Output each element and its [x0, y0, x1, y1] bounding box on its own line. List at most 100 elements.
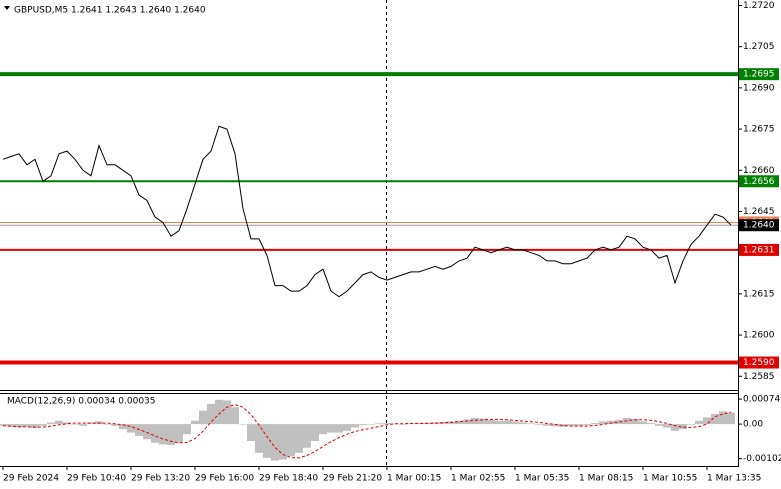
- macd-bar: [263, 424, 271, 458]
- x-tick-label: 29 Feb 21:20: [323, 474, 382, 484]
- macd-bar: [327, 424, 335, 433]
- macd-bar: [471, 418, 479, 425]
- x-tick-label: 1 Mar 13:35: [707, 474, 761, 484]
- macd-bar: [479, 418, 487, 425]
- x-tick-label: 1 Mar 05:35: [515, 474, 569, 484]
- signal-line: [2, 403, 732, 459]
- level-label-bg: [739, 175, 779, 188]
- macd-bar: [511, 421, 519, 425]
- macd-bar: [367, 424, 375, 425]
- macd-bar: [503, 420, 511, 425]
- level-label: 1.2656: [743, 177, 775, 187]
- macd-bar: [215, 399, 223, 425]
- y-tick-label: 1.2660: [743, 166, 775, 176]
- macd-title: MACD(12,26,9) 0.00034 0.00035: [7, 397, 156, 407]
- macd-bar: [399, 424, 407, 425]
- macd-bar: [647, 423, 655, 425]
- macd-bar: [359, 424, 367, 426]
- macd-bar: [639, 421, 647, 425]
- macd-bar: [199, 410, 207, 425]
- macd-bar: [159, 424, 167, 445]
- macd-bar: [31, 424, 39, 429]
- macd-bar: [559, 424, 567, 427]
- macd-bar: [295, 424, 303, 453]
- macd-bar: [431, 422, 439, 425]
- macd-bar: [591, 423, 599, 425]
- x-tick-label: 29 Feb 13:20: [131, 474, 190, 484]
- macd-bar: [119, 424, 127, 430]
- macd-bar: [655, 424, 663, 426]
- macd-bar: [79, 424, 87, 426]
- level-label: 1.2590: [743, 358, 775, 368]
- x-tick-label: 29 Feb 10:40: [67, 474, 126, 484]
- macd-bar: [231, 407, 239, 425]
- y-tick-label: 1.2675: [743, 125, 775, 135]
- x-tick-label: 29 Feb 18:40: [259, 474, 318, 484]
- macd-bar: [63, 422, 71, 425]
- macd-bar: [319, 424, 327, 435]
- macd-bar: [279, 424, 287, 460]
- macd-bar: [495, 420, 503, 425]
- price-line: [2, 125, 732, 298]
- macd-bar: [695, 420, 703, 425]
- macd-bar: [543, 424, 551, 426]
- macd-bar: [687, 424, 695, 425]
- macd-bar: [679, 424, 687, 430]
- x-tick-label: 1 Mar 00:15: [387, 474, 441, 484]
- macd-bar: [287, 424, 295, 457]
- macd-bar: [455, 420, 463, 425]
- macd-bar: [239, 424, 247, 425]
- y-tick-label: 1.2600: [743, 331, 775, 341]
- macd-bar: [335, 424, 343, 433]
- macd-bar: [391, 423, 399, 425]
- macd-bar: [551, 424, 559, 427]
- level-label-bg: [739, 243, 779, 256]
- menu-arrow[interactable]: [4, 6, 10, 10]
- x-tick-label: 1 Mar 10:55: [643, 474, 697, 484]
- level-label: 1.2640: [743, 221, 775, 231]
- macd-bar: [631, 419, 639, 425]
- macd-bar: [127, 424, 135, 433]
- x-tick-label: 29 Feb 2024: [3, 474, 59, 484]
- macd-bar: [527, 423, 535, 425]
- x-tick-label: 1 Mar 02:55: [451, 474, 505, 484]
- macd-bar: [151, 424, 159, 443]
- x-tick-label: 29 Feb 16:00: [195, 474, 254, 484]
- macd-bar: [615, 420, 623, 425]
- macd-bar: [311, 424, 319, 441]
- macd-bar: [719, 411, 727, 425]
- y-tick-label: 1.2585: [743, 372, 775, 382]
- macd-bar: [103, 424, 111, 425]
- macd-bar: [375, 423, 383, 425]
- macd-bar: [487, 420, 495, 425]
- macd-bar: [0, 424, 7, 426]
- macd-bar: [383, 423, 391, 425]
- macd-bar: [351, 424, 359, 428]
- macd-bar: [303, 424, 311, 448]
- macd-bar: [23, 424, 31, 427]
- x-tick-label: 1 Mar 08:15: [579, 474, 633, 484]
- macd-bar: [519, 422, 527, 425]
- macd-bar: [15, 424, 23, 428]
- level-label-bg: [739, 68, 779, 81]
- macd-bar: [463, 419, 471, 425]
- macd-bar: [703, 417, 711, 425]
- macd-bar: [47, 422, 55, 425]
- macd-bar: [247, 424, 255, 441]
- macd-bar: [183, 424, 191, 435]
- macd-bar: [207, 403, 215, 425]
- macd-bar: [575, 424, 583, 426]
- y-tick-label: 0.00: [743, 420, 763, 430]
- macd-bar: [175, 424, 183, 443]
- macd-bar: [607, 420, 615, 425]
- macd-bar: [143, 424, 151, 440]
- macd-bar: [71, 424, 79, 425]
- macd-bar: [567, 424, 575, 427]
- macd-bar: [711, 413, 719, 425]
- level-label: 1.2695: [743, 70, 775, 80]
- macd-bar: [583, 424, 591, 426]
- y-tick-label: 1.2705: [743, 42, 775, 52]
